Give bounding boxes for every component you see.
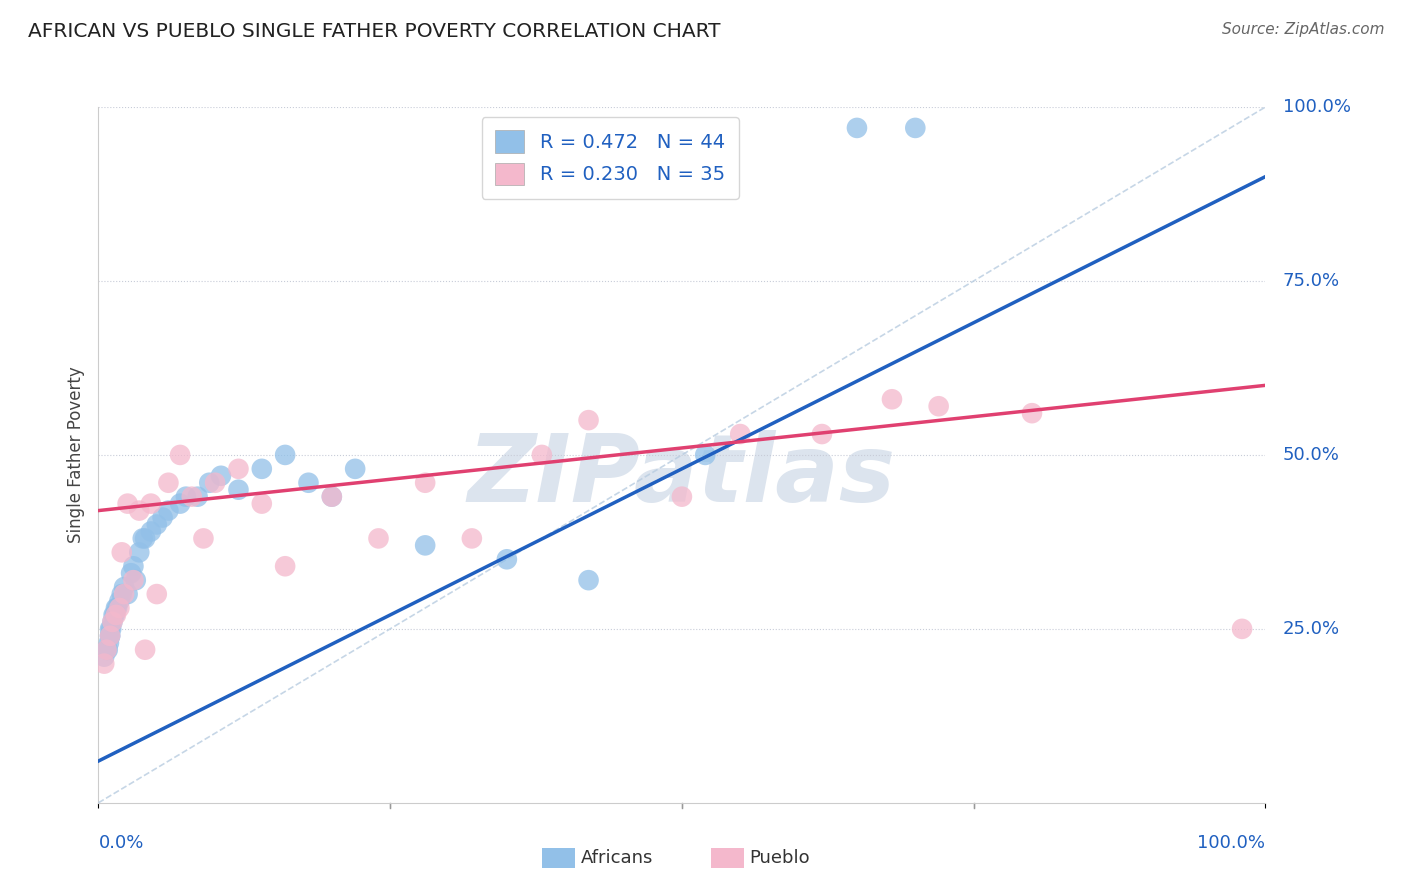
Text: Africans: Africans: [581, 849, 652, 867]
Point: [250, 462, 273, 476]
Point: [928, 399, 950, 413]
Point: [96, 642, 118, 657]
Text: 50.0%: 50.0%: [1282, 446, 1340, 464]
Point: [112, 587, 135, 601]
Point: [98, 622, 121, 636]
Point: [139, 497, 162, 511]
Point: [101, 615, 124, 629]
Text: AFRICAN VS PUEBLO SINGLE FATHER POVERTY CORRELATION CHART: AFRICAN VS PUEBLO SINGLE FATHER POVERTY …: [28, 22, 721, 41]
Point: [105, 601, 128, 615]
Point: [413, 538, 436, 552]
Point: [344, 462, 367, 476]
Point: [578, 413, 600, 427]
Point: [904, 120, 927, 135]
Point: [1230, 622, 1253, 636]
Point: [98, 629, 121, 643]
Point: [108, 601, 131, 615]
Point: [104, 607, 127, 622]
Point: [97, 642, 120, 657]
Point: [100, 622, 122, 636]
Point: [117, 587, 139, 601]
Bar: [541, 848, 575, 868]
Y-axis label: Single Father Poverty: Single Father Poverty: [66, 367, 84, 543]
Point: [146, 517, 169, 532]
Point: [169, 448, 191, 462]
Point: [321, 490, 343, 504]
Text: ZIPatlas: ZIPatlas: [468, 430, 896, 522]
Point: [134, 532, 156, 546]
Point: [530, 448, 553, 462]
Point: [93, 649, 115, 664]
Text: 25.0%: 25.0%: [1282, 620, 1340, 638]
Point: [134, 642, 156, 657]
Point: [97, 636, 120, 650]
Point: [108, 594, 131, 608]
Point: [204, 475, 226, 490]
Point: [139, 524, 162, 539]
Point: [128, 503, 150, 517]
Point: [128, 545, 150, 559]
Point: [122, 559, 145, 574]
Point: [104, 607, 127, 622]
Point: [112, 580, 135, 594]
Point: [98, 629, 121, 643]
Point: [730, 427, 752, 442]
Point: [125, 573, 148, 587]
Point: [495, 552, 517, 566]
Point: [845, 120, 868, 135]
Point: [198, 475, 221, 490]
Point: [98, 629, 121, 643]
Point: [880, 392, 903, 407]
Point: [120, 566, 142, 581]
Point: [103, 607, 125, 622]
Text: 100.0%: 100.0%: [1282, 98, 1351, 116]
Point: [104, 601, 127, 615]
Point: [174, 490, 197, 504]
Point: [111, 587, 134, 601]
Point: [122, 573, 145, 587]
Point: [96, 642, 118, 657]
Point: [228, 483, 250, 497]
Point: [250, 497, 273, 511]
Point: [93, 657, 115, 671]
Legend: R = 0.472   N = 44, R = 0.230   N = 35: R = 0.472 N = 44, R = 0.230 N = 35: [482, 117, 738, 199]
Point: [274, 448, 297, 462]
Text: 100.0%: 100.0%: [1198, 834, 1265, 852]
Point: [1021, 406, 1043, 420]
Point: [169, 497, 191, 511]
Point: [209, 468, 232, 483]
Point: [101, 615, 124, 629]
Point: [157, 475, 180, 490]
Bar: [711, 848, 744, 868]
Point: [117, 497, 139, 511]
Point: [297, 475, 319, 490]
Text: 0.0%: 0.0%: [98, 834, 143, 852]
Point: [152, 510, 174, 524]
Point: [180, 490, 202, 504]
Point: [811, 427, 834, 442]
Text: 75.0%: 75.0%: [1282, 272, 1340, 290]
Point: [578, 573, 600, 587]
Point: [132, 532, 155, 546]
Point: [321, 490, 343, 504]
Point: [193, 532, 215, 546]
Point: [461, 532, 484, 546]
Point: [146, 587, 169, 601]
Text: Source: ZipAtlas.com: Source: ZipAtlas.com: [1222, 22, 1385, 37]
Point: [367, 532, 389, 546]
Point: [111, 545, 134, 559]
Point: [413, 475, 436, 490]
Point: [157, 503, 180, 517]
Point: [274, 559, 297, 574]
Text: Pueblo: Pueblo: [749, 849, 810, 867]
Point: [671, 490, 693, 504]
Point: [187, 490, 209, 504]
Point: [228, 462, 250, 476]
Point: [695, 448, 717, 462]
